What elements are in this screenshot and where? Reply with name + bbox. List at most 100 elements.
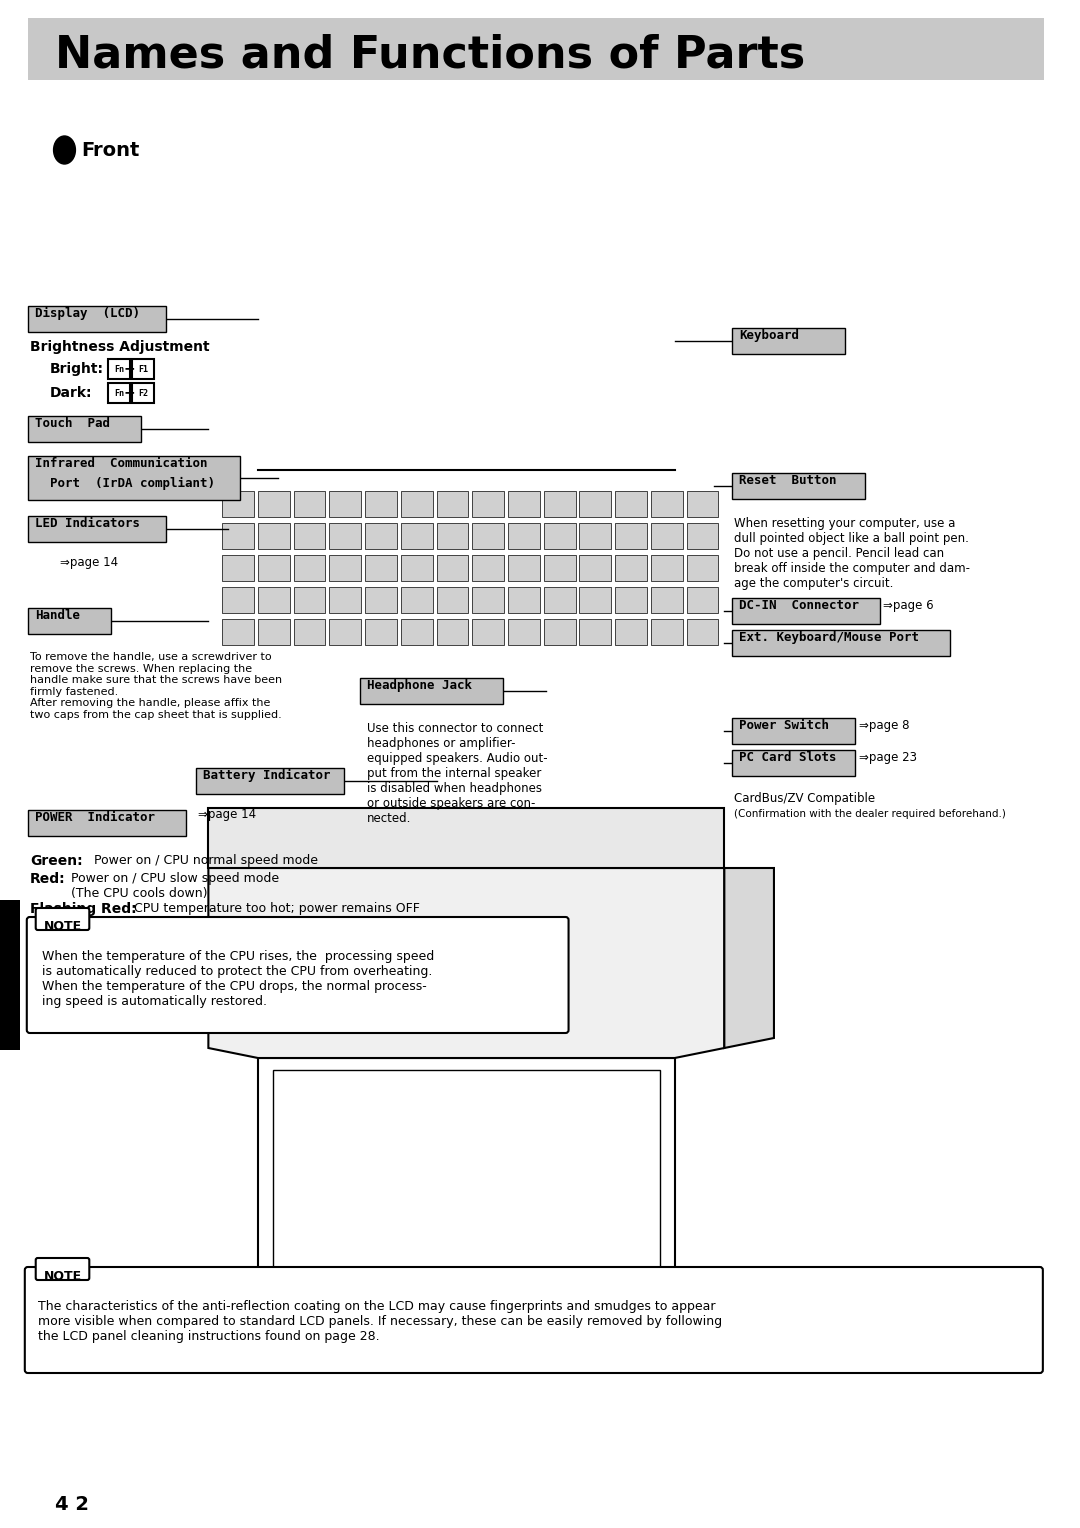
FancyBboxPatch shape bbox=[732, 750, 855, 776]
Text: Handle: Handle bbox=[35, 608, 80, 622]
Text: F2: F2 bbox=[138, 388, 148, 397]
Text: Port  (IrDA compliant): Port (IrDA compliant) bbox=[35, 477, 215, 489]
FancyBboxPatch shape bbox=[28, 608, 111, 634]
FancyBboxPatch shape bbox=[258, 555, 289, 581]
FancyBboxPatch shape bbox=[197, 769, 345, 795]
Text: Power on / CPU normal speed mode: Power on / CPU normal speed mode bbox=[94, 854, 319, 866]
FancyBboxPatch shape bbox=[472, 555, 504, 581]
Text: Bright:: Bright: bbox=[50, 362, 104, 376]
FancyBboxPatch shape bbox=[132, 359, 153, 379]
FancyBboxPatch shape bbox=[329, 619, 361, 645]
Text: Fn: Fn bbox=[114, 365, 124, 373]
FancyBboxPatch shape bbox=[651, 619, 683, 645]
FancyBboxPatch shape bbox=[580, 587, 611, 613]
FancyBboxPatch shape bbox=[616, 490, 647, 516]
Text: CardBus/ZV Compatible: CardBus/ZV Compatible bbox=[734, 792, 876, 805]
Polygon shape bbox=[208, 808, 725, 868]
FancyBboxPatch shape bbox=[36, 908, 90, 931]
FancyBboxPatch shape bbox=[258, 490, 289, 516]
Text: Touch  Pad: Touch Pad bbox=[35, 417, 110, 429]
FancyBboxPatch shape bbox=[401, 523, 433, 549]
FancyBboxPatch shape bbox=[329, 555, 361, 581]
FancyBboxPatch shape bbox=[732, 474, 865, 500]
FancyBboxPatch shape bbox=[472, 587, 504, 613]
FancyBboxPatch shape bbox=[651, 555, 683, 581]
FancyBboxPatch shape bbox=[687, 587, 718, 613]
Ellipse shape bbox=[54, 136, 76, 163]
FancyBboxPatch shape bbox=[732, 329, 846, 354]
Text: CPU temperature too hot; power remains OFF: CPU temperature too hot; power remains O… bbox=[134, 902, 420, 915]
FancyBboxPatch shape bbox=[436, 619, 469, 645]
Text: Headphone Jack: Headphone Jack bbox=[367, 678, 472, 692]
Text: ⇒page 8: ⇒page 8 bbox=[860, 718, 909, 732]
Text: Dark:: Dark: bbox=[50, 387, 92, 400]
Text: ⇒page 6: ⇒page 6 bbox=[883, 599, 934, 611]
Text: Front: Front bbox=[81, 141, 139, 159]
FancyBboxPatch shape bbox=[28, 416, 140, 442]
Text: Flashing Red:: Flashing Red: bbox=[30, 902, 136, 915]
FancyBboxPatch shape bbox=[543, 523, 576, 549]
Text: ⇒page 23: ⇒page 23 bbox=[860, 750, 917, 764]
Polygon shape bbox=[208, 868, 725, 1057]
FancyBboxPatch shape bbox=[436, 490, 469, 516]
FancyBboxPatch shape bbox=[0, 900, 19, 1050]
Text: F1: F1 bbox=[138, 365, 148, 373]
Polygon shape bbox=[725, 868, 774, 1048]
FancyBboxPatch shape bbox=[27, 917, 568, 1033]
FancyBboxPatch shape bbox=[580, 523, 611, 549]
FancyBboxPatch shape bbox=[258, 523, 289, 549]
FancyBboxPatch shape bbox=[28, 810, 186, 836]
Text: (Confirmation with the dealer required beforehand.): (Confirmation with the dealer required b… bbox=[734, 808, 1007, 819]
FancyBboxPatch shape bbox=[580, 555, 611, 581]
FancyBboxPatch shape bbox=[258, 587, 289, 613]
Text: When resetting your computer, use a
dull pointed object like a ball point pen.
D: When resetting your computer, use a dull… bbox=[734, 516, 970, 590]
Text: Power on / CPU slow speed mode
(The CPU cools down): Power on / CPU slow speed mode (The CPU … bbox=[71, 872, 280, 900]
Text: Use this connector to connect
headphones or amplifier-
equipped speakers. Audio : Use this connector to connect headphones… bbox=[367, 723, 548, 825]
Text: Display  (LCD): Display (LCD) bbox=[35, 307, 139, 319]
FancyBboxPatch shape bbox=[28, 306, 165, 332]
FancyBboxPatch shape bbox=[651, 587, 683, 613]
FancyBboxPatch shape bbox=[132, 384, 153, 403]
Text: Battery Indicator: Battery Indicator bbox=[203, 769, 330, 781]
FancyBboxPatch shape bbox=[365, 555, 396, 581]
Text: POWER  Indicator: POWER Indicator bbox=[35, 810, 154, 824]
FancyBboxPatch shape bbox=[28, 455, 240, 500]
FancyBboxPatch shape bbox=[580, 619, 611, 645]
FancyBboxPatch shape bbox=[329, 490, 361, 516]
Text: ⇒page 14: ⇒page 14 bbox=[59, 556, 118, 568]
FancyBboxPatch shape bbox=[651, 523, 683, 549]
FancyBboxPatch shape bbox=[580, 490, 611, 516]
FancyBboxPatch shape bbox=[472, 523, 504, 549]
FancyBboxPatch shape bbox=[25, 1267, 1043, 1374]
Text: The characteristics of the anti-reflection coating on the LCD may cause fingerpr: The characteristics of the anti-reflecti… bbox=[38, 1300, 721, 1343]
FancyBboxPatch shape bbox=[365, 619, 396, 645]
FancyBboxPatch shape bbox=[365, 490, 396, 516]
FancyBboxPatch shape bbox=[543, 619, 576, 645]
FancyBboxPatch shape bbox=[258, 619, 289, 645]
FancyBboxPatch shape bbox=[508, 619, 540, 645]
Text: Names and Functions of Parts: Names and Functions of Parts bbox=[55, 34, 805, 76]
FancyBboxPatch shape bbox=[401, 619, 433, 645]
FancyBboxPatch shape bbox=[294, 490, 325, 516]
FancyBboxPatch shape bbox=[508, 523, 540, 549]
Text: Infrared  Communication: Infrared Communication bbox=[35, 457, 207, 469]
FancyBboxPatch shape bbox=[508, 555, 540, 581]
Text: Green:: Green: bbox=[30, 854, 82, 868]
Text: Keyboard: Keyboard bbox=[739, 329, 799, 341]
FancyBboxPatch shape bbox=[365, 523, 396, 549]
FancyBboxPatch shape bbox=[732, 718, 855, 744]
Text: +: + bbox=[123, 362, 135, 376]
FancyBboxPatch shape bbox=[543, 555, 576, 581]
FancyBboxPatch shape bbox=[294, 523, 325, 549]
Text: When the temperature of the CPU rises, the  processing speed
is automatically re: When the temperature of the CPU rises, t… bbox=[42, 950, 434, 1008]
FancyBboxPatch shape bbox=[616, 619, 647, 645]
FancyBboxPatch shape bbox=[436, 555, 469, 581]
Text: Ext. Keyboard/Mouse Port: Ext. Keyboard/Mouse Port bbox=[739, 631, 919, 643]
FancyBboxPatch shape bbox=[687, 619, 718, 645]
FancyBboxPatch shape bbox=[436, 523, 469, 549]
FancyBboxPatch shape bbox=[222, 523, 254, 549]
Text: NOTE: NOTE bbox=[43, 1270, 82, 1284]
FancyBboxPatch shape bbox=[687, 523, 718, 549]
Text: To remove the handle, use a screwdriver to
remove the screws. When replacing the: To remove the handle, use a screwdriver … bbox=[30, 652, 282, 720]
FancyBboxPatch shape bbox=[294, 619, 325, 645]
